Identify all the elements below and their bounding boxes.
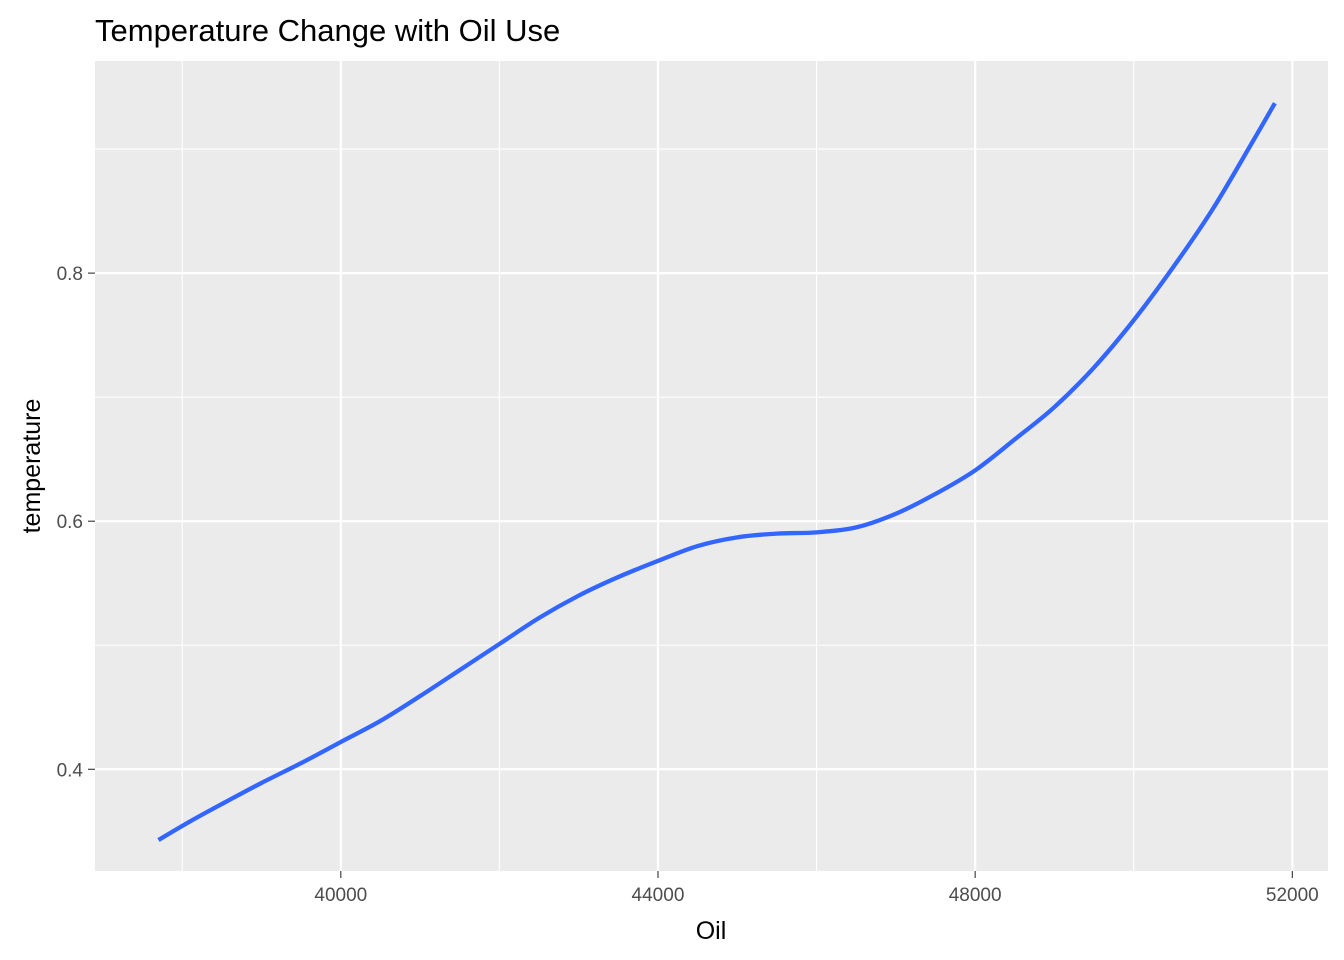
x-axis-title: Oil (696, 917, 727, 945)
plot-panel (95, 61, 1328, 871)
y-axis-title: temperature (18, 399, 46, 534)
x-tick-label-0: 40000 (314, 885, 367, 906)
y-tick-label-2: 0.8 (57, 264, 83, 285)
y-axis: 0.4 0.6 0.8 (57, 264, 95, 781)
major-gridlines (95, 61, 1328, 871)
chart-title: Temperature Change with Oil Use (95, 13, 560, 48)
series-layer (157, 102, 1277, 842)
x-axis: 40000 44000 48000 52000 (314, 871, 1319, 906)
y-tick-label-1: 0.6 (57, 512, 83, 533)
y-tick-label-0: 0.4 (57, 760, 84, 781)
x-tick-label-2: 48000 (949, 885, 1002, 906)
x-tick-label-1: 44000 (632, 885, 685, 906)
series-line-0 (157, 102, 1277, 842)
x-tick-label-3: 52000 (1266, 885, 1319, 906)
minor-gridlines (95, 61, 1328, 871)
